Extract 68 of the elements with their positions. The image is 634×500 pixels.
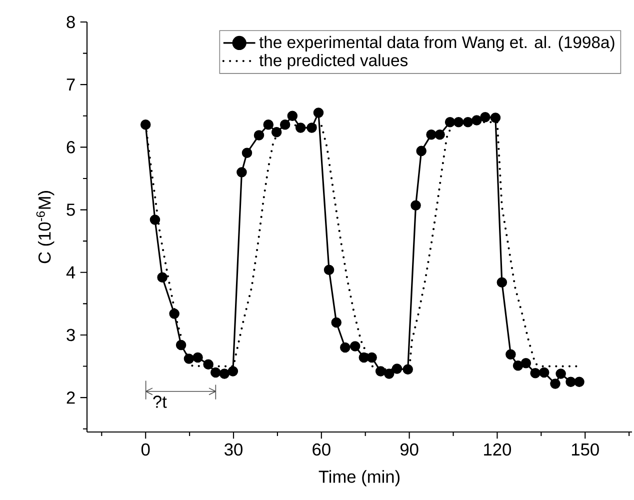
point <box>520 358 532 368</box>
point <box>574 376 584 388</box>
point <box>295 122 306 133</box>
y-axis-title: C (10$^{-6}$M) <box>36 191 54 264</box>
point <box>157 272 168 283</box>
point <box>366 352 377 363</box>
point <box>444 117 456 128</box>
point <box>566 376 576 388</box>
point <box>176 340 186 350</box>
point <box>434 130 445 140</box>
legend-label: the predicted values <box>259 54 408 70</box>
point <box>512 360 524 371</box>
y-tick-label: 4 <box>66 266 76 278</box>
point <box>313 108 324 118</box>
point <box>375 366 386 376</box>
point <box>410 200 421 211</box>
y-tick-label: 6 <box>66 141 75 154</box>
point <box>462 117 474 128</box>
y-tick-label: 7 <box>66 78 75 91</box>
point <box>306 122 317 133</box>
point <box>472 115 482 126</box>
y-tick-label: 2 <box>66 392 75 404</box>
legend-label: the experimental data from Wang et. al. (1998a) <box>259 36 614 52</box>
point <box>210 367 221 378</box>
point <box>340 342 350 353</box>
point <box>530 368 540 378</box>
point <box>280 120 290 130</box>
x-tick-label: 90 <box>400 443 418 456</box>
point <box>490 112 501 123</box>
point <box>453 117 464 128</box>
point <box>538 367 550 378</box>
x-axis-title: Time (min) <box>318 470 400 486</box>
point <box>219 368 230 379</box>
point <box>426 130 436 140</box>
point <box>392 364 402 374</box>
point <box>402 364 413 375</box>
point <box>550 378 560 389</box>
point <box>287 110 298 122</box>
point <box>169 308 180 319</box>
x-tick-label: 30 <box>224 443 242 456</box>
point <box>480 112 490 122</box>
point <box>263 120 274 130</box>
point <box>184 354 194 364</box>
x-tick-label: 120 <box>484 443 512 456</box>
point <box>350 341 360 352</box>
point <box>140 120 151 130</box>
annotation: ?t <box>153 396 167 408</box>
point <box>331 317 342 328</box>
point <box>192 352 203 363</box>
point <box>254 130 264 140</box>
y-tick-label: 3 <box>66 328 75 342</box>
point <box>150 214 160 225</box>
point <box>556 368 566 379</box>
y-tick-label: 5 <box>66 204 75 216</box>
x-tick-label: 150 <box>572 443 599 456</box>
point <box>236 167 247 178</box>
point <box>203 359 214 370</box>
point <box>416 146 426 156</box>
point <box>384 368 394 379</box>
point <box>271 127 282 138</box>
point <box>506 349 516 360</box>
y-tick-label: 8 <box>66 16 75 28</box>
point <box>496 277 508 288</box>
point <box>324 264 334 276</box>
x-tick-label: 0 <box>141 443 150 456</box>
point <box>242 148 252 158</box>
x-tick-label: 60 <box>312 443 330 456</box>
point <box>228 366 238 376</box>
